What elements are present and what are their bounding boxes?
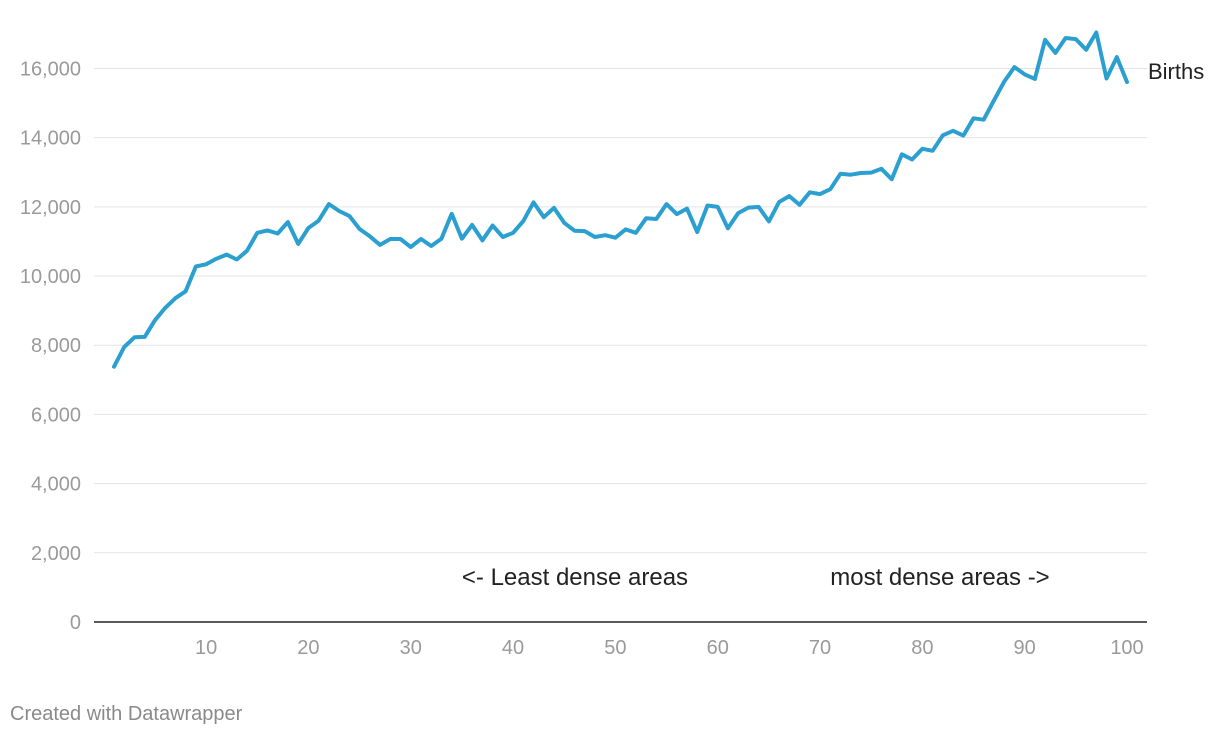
x-tick-label: 30 [400, 637, 422, 659]
x-axis: 10 20 30 40 50 60 70 80 90 100 [195, 637, 1144, 659]
y-tick-label: 16,000 [20, 58, 81, 80]
annotation-label: most dense areas -> [830, 564, 1049, 591]
x-tick-label: 60 [707, 637, 729, 659]
y-tick-label: 10,000 [20, 266, 81, 288]
x-tick-label: 90 [1014, 637, 1036, 659]
x-tick-label: 100 [1110, 637, 1143, 659]
grid [94, 67, 1147, 623]
births-line-chart: 0 2,000 4,000 6,000 8,000 10,000 12,000 14,000 1… [20, 30, 1204, 659]
y-axis: 0 2,000 4,000 6,000 8,000 10,000 12,000 14,000 1… [20, 58, 81, 634]
credit-text: Created with Datawrapper [10, 703, 243, 725]
y-tick-label: 0 [70, 612, 81, 634]
series-line-births [112, 30, 1129, 369]
y-tick-label: 14,000 [20, 128, 81, 150]
y-tick-label: 4,000 [31, 474, 81, 496]
annotations: <- Least dense areas most dense areas -> [462, 564, 1050, 591]
x-tick-label: 50 [604, 637, 626, 659]
annotation-label: <- Least dense areas [462, 564, 688, 591]
y-tick-label: 12,000 [20, 197, 81, 219]
x-tick-label: 70 [809, 637, 831, 659]
x-tick-label: 80 [911, 637, 933, 659]
x-tick-label: 40 [502, 637, 524, 659]
y-tick-label: 6,000 [31, 404, 81, 426]
x-tick-label: 20 [297, 637, 319, 659]
series-label: Births [1148, 59, 1204, 84]
y-tick-label: 2,000 [31, 543, 81, 565]
y-tick-label: 8,000 [31, 335, 81, 357]
x-tick-label: 10 [195, 637, 217, 659]
series-lines: Births [112, 30, 1204, 369]
